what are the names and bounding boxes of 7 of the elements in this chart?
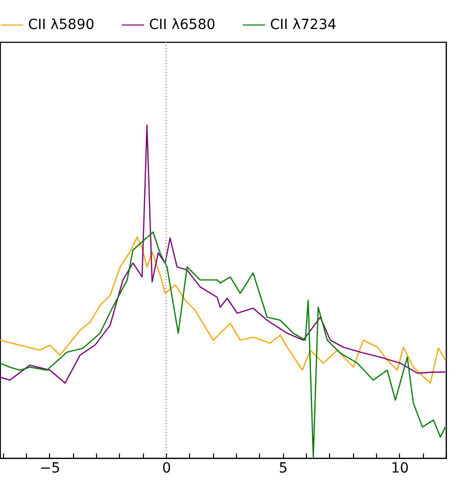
legend-label: CII λ6580 xyxy=(149,17,216,33)
x-tick-label: 10 xyxy=(390,460,409,476)
legend-label: CII λ7234 xyxy=(270,17,336,33)
legend-label: CII λ5890 xyxy=(28,17,94,33)
x-tick-label: −5 xyxy=(40,460,60,476)
x-tick-label: 5 xyxy=(278,460,288,476)
x-tick-label: 0 xyxy=(162,460,172,476)
